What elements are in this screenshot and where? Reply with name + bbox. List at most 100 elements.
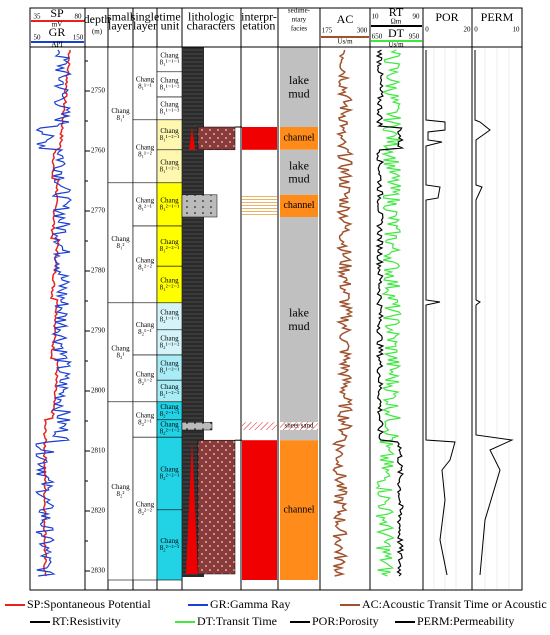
- sandstone: [181, 194, 218, 218]
- header-text: interpr-: [241, 9, 277, 23]
- single-layer: [132, 401, 158, 438]
- header-text: lithologic: [188, 9, 234, 23]
- sandstone: [197, 126, 236, 151]
- header-text: layer: [108, 18, 132, 32]
- single-layer-label: 8₂²⁻²: [138, 508, 152, 516]
- time-unit: [156, 119, 183, 151]
- header-text: 650: [372, 33, 383, 41]
- time-unit: [156, 225, 183, 267]
- header-text: small: [107, 9, 134, 23]
- time-unit-label: Chang: [160, 537, 179, 545]
- facies-label: lake mud: [288, 305, 309, 332]
- header-text: DT: [388, 26, 405, 40]
- legend-label: RT:Resistivity: [52, 614, 121, 628]
- sp-curve: [42, 50, 71, 577]
- header-text: 0: [425, 26, 429, 34]
- header-text: PERM: [481, 10, 514, 24]
- small-layer-label: Chang: [111, 107, 130, 115]
- header-text: AC: [337, 12, 354, 26]
- small-layer-label: Chang: [111, 483, 130, 491]
- header-text: layer: [133, 18, 157, 32]
- legend-label: PERM:Permeability: [417, 614, 514, 628]
- time-unit-label: Chang: [160, 421, 179, 429]
- perm-curve: [474, 50, 514, 576]
- frame: [29, 7, 523, 591]
- single-layer-label: 8₁²⁻¹: [138, 204, 152, 212]
- header-text: 0: [474, 26, 478, 34]
- facies-box: [280, 422, 318, 430]
- small-layer-label: 8₁¹: [116, 114, 124, 122]
- header-text: 300: [357, 27, 368, 35]
- header-text: facies: [291, 25, 308, 33]
- single-layer-label: 8₁¹⁻¹: [138, 83, 152, 91]
- single-layer: [132, 436, 158, 581]
- time-unit-label: 8₁²⁻²⁻²: [160, 284, 180, 292]
- time-unit-label: 8₂²⁻¹⁻¹: [160, 410, 180, 418]
- facies-box: [280, 127, 318, 150]
- facies-label: lake mud: [288, 158, 309, 185]
- facies-box: [280, 47, 318, 128]
- time-unit-label: 8₁¹⁻¹⁻²: [160, 84, 180, 92]
- time-unit-label: Chang: [160, 308, 179, 316]
- facies-gap: [280, 430, 318, 441]
- time-unit-label: 8₁²⁻¹⁻¹: [160, 204, 180, 212]
- single-layer: [132, 46, 158, 121]
- fining-triangle: [186, 440, 198, 574]
- single-layer: [132, 182, 158, 227]
- single-layer-label: Chang: [136, 143, 155, 151]
- time-unit-label: Chang: [160, 403, 179, 411]
- small-layer-label: Chang: [111, 344, 130, 352]
- depth-label: 2820: [91, 507, 106, 515]
- depth-label: 2750: [91, 87, 106, 95]
- time-unit-label: Chang: [160, 383, 179, 391]
- small-layer: [107, 401, 134, 581]
- small-layer-label: 8₂²: [116, 490, 124, 498]
- header-text: etation: [243, 18, 276, 32]
- header-text: Us/m: [388, 41, 404, 49]
- header-text: time: [159, 9, 180, 23]
- header-text: 20: [464, 26, 472, 34]
- header-text: 50: [34, 34, 42, 42]
- legend-label: DT:Transit Time: [197, 614, 277, 628]
- time-unit-label: 8₂²⁻¹⁻²: [160, 428, 180, 436]
- header-text: mV: [52, 21, 63, 29]
- header-text: 175: [322, 27, 333, 35]
- interpretation-box: [242, 422, 277, 430]
- single-layer-label: Chang: [136, 197, 155, 205]
- depth-label: 2830: [91, 567, 106, 575]
- time-unit-label: 8₂¹⁻²⁻¹: [160, 367, 180, 375]
- time-unit-label: Chang: [160, 360, 179, 368]
- por-curve: [425, 50, 456, 576]
- depth-label: 2760: [91, 147, 106, 155]
- header-text: GR: [49, 25, 66, 39]
- time-unit-label: 8₂¹⁻¹⁻²: [160, 342, 180, 350]
- time-unit-label: Chang: [160, 77, 179, 85]
- time-unit-label: Chang: [160, 197, 179, 205]
- header-text: SP: [50, 6, 64, 20]
- single-layer-label: 8₂¹⁻¹: [138, 328, 152, 336]
- facies-box: [280, 149, 318, 195]
- header-text: single: [131, 9, 160, 23]
- facies-box: [280, 194, 318, 217]
- depth-label: 2780: [91, 267, 106, 275]
- header-text: ntary: [292, 16, 307, 24]
- single-layer: [132, 354, 158, 403]
- header-text: 950: [409, 33, 420, 41]
- header-text: Ωm: [391, 18, 402, 26]
- facies-label: channel: [283, 133, 314, 144]
- time-unit-label: Chang: [160, 335, 179, 343]
- header-text: (m): [92, 28, 103, 36]
- time-unit-label: 8₁¹⁻²⁻²: [160, 165, 180, 173]
- small-layer-label: 8₂¹: [116, 351, 124, 359]
- time-unit-label: Chang: [160, 127, 179, 135]
- time-unit-label: 8₁¹⁻²⁻¹: [160, 134, 180, 142]
- time-unit-label: 8₁²⁻²⁻¹: [160, 245, 180, 253]
- sandstone: [197, 439, 236, 575]
- time-unit-label: 8₂¹⁻¹⁻¹: [160, 315, 180, 323]
- legend-label: POR:Porosity: [312, 614, 379, 628]
- legend-label: AC:Acoustic Transit Time or Acoustic Log: [362, 597, 550, 611]
- time-unit-label: 8₂¹⁻²⁻²: [160, 390, 180, 398]
- facies-label: channel: [283, 504, 314, 515]
- small-layer-label: Chang: [111, 235, 130, 243]
